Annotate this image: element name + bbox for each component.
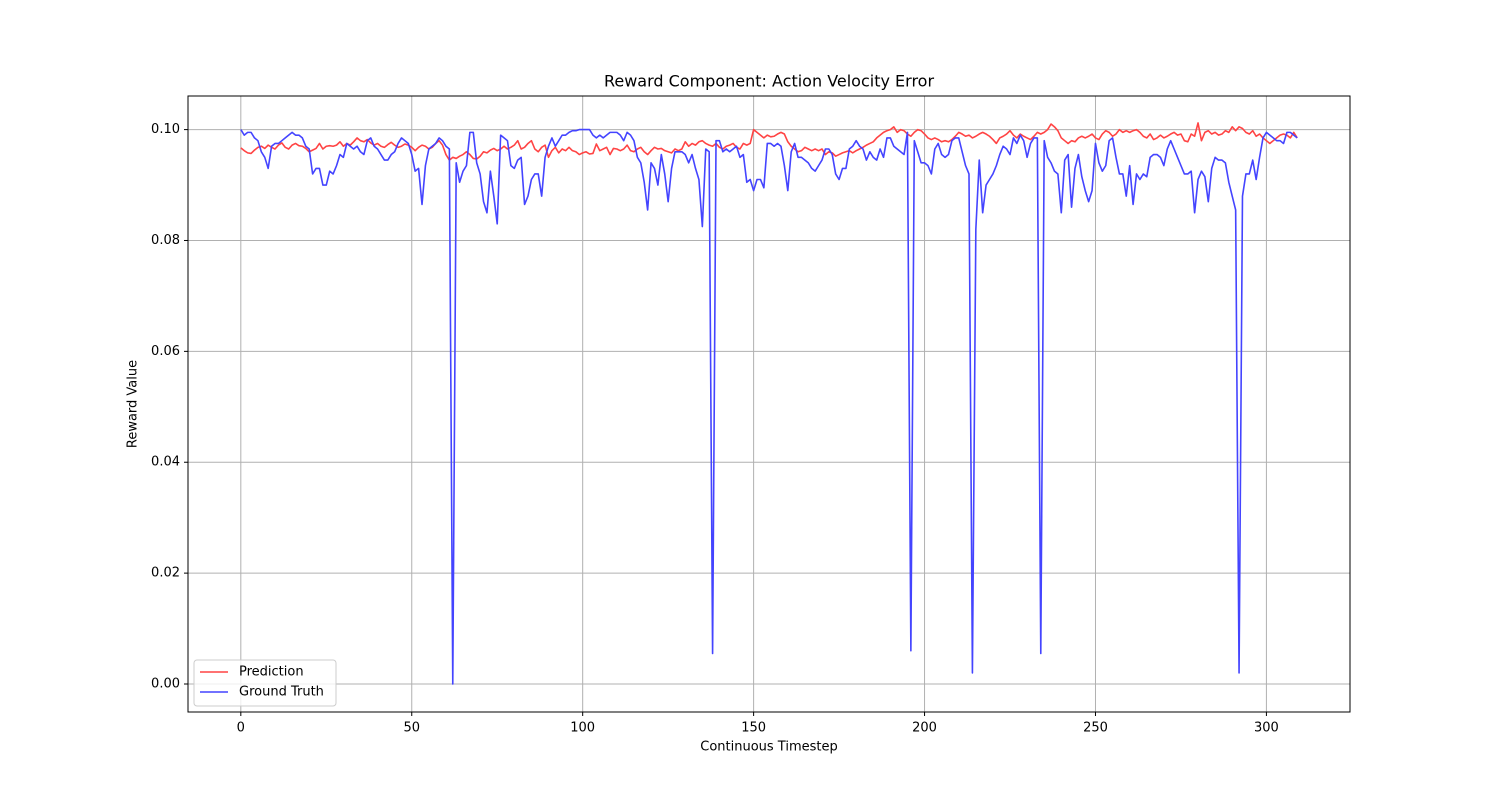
- y-tick-label: 0.06: [151, 344, 180, 359]
- axes-frame: [187, 95, 1351, 713]
- y-axis-label: Reward Value: [126, 360, 141, 448]
- data-line: [240, 122, 1298, 161]
- x-tick-label: 250: [1083, 721, 1108, 736]
- plot-area: [188, 96, 1350, 712]
- data-line: [240, 128, 1298, 685]
- x-tick-label: 150: [741, 721, 766, 736]
- x-tick-label: 50: [403, 721, 420, 736]
- x-tick-label: 100: [570, 721, 595, 736]
- x-tick-label: 0: [237, 721, 245, 736]
- legend: Prediction Ground Truth: [193, 659, 337, 707]
- y-tick-label: 0.00: [151, 677, 180, 692]
- x-tick-label: 200: [912, 721, 937, 736]
- y-tick-label: 0.10: [151, 122, 180, 137]
- y-tick-label: 0.08: [151, 233, 180, 248]
- legend-label: Ground Truth: [239, 685, 324, 700]
- x-tick-label: 300: [1254, 721, 1279, 736]
- y-tick-label: 0.02: [151, 566, 180, 581]
- y-tick-label: 0.04: [151, 455, 180, 470]
- chart-title: Reward Component: Action Velocity Error: [604, 72, 935, 91]
- x-axis-label: Continuous Timestep: [700, 740, 838, 755]
- legend-box: [193, 659, 337, 707]
- legend-label: Prediction: [239, 665, 304, 680]
